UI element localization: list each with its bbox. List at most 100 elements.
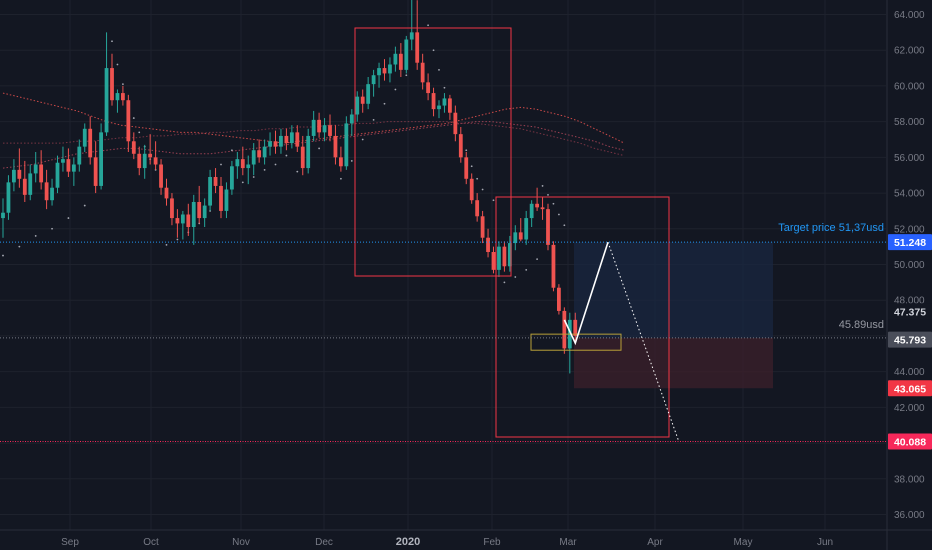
candle	[535, 187, 539, 211]
candle	[480, 210, 485, 244]
candle	[257, 139, 262, 163]
candle	[219, 177, 223, 219]
candle-body	[39, 164, 44, 183]
candle	[426, 73, 430, 101]
candle-body	[546, 209, 550, 245]
candle	[33, 152, 38, 183]
candle	[28, 164, 33, 201]
time-tick-label: Jun	[817, 537, 833, 548]
psar-dot	[263, 168, 266, 171]
psar-dot	[558, 213, 560, 216]
target-price-annotation[interactable]: Target price 51,37usd	[778, 222, 884, 234]
psar-dot	[552, 202, 555, 205]
candle	[279, 128, 283, 154]
projection-path	[563, 241, 680, 442]
candle-body	[437, 105, 441, 110]
candle	[1, 198, 5, 238]
candle-body	[458, 134, 463, 158]
candles	[1, 0, 578, 374]
candle-body	[82, 128, 87, 147]
psar-dot	[165, 243, 168, 246]
candle-body	[213, 177, 218, 186]
candle	[518, 218, 523, 242]
candle-body	[306, 135, 311, 169]
time-axis[interactable]: Sep Oct Nov Dec 2020 Feb Mar Apr May Jun	[0, 529, 932, 548]
candle-body	[22, 178, 27, 195]
candle	[420, 53, 425, 90]
psar-dot	[547, 193, 549, 196]
candle	[246, 155, 251, 185]
candle-body	[464, 157, 469, 179]
price-tick-label: 56.000	[894, 153, 925, 164]
candle-body	[540, 207, 545, 210]
candle-body	[121, 93, 125, 101]
price-tick-label: 54.000	[894, 189, 925, 200]
candle-body	[442, 98, 447, 106]
candle-body	[420, 62, 425, 83]
price-tag-label: 40.088	[894, 436, 926, 448]
candle	[562, 307, 567, 354]
analysis-box-top	[354, 27, 512, 277]
candle	[415, 0, 420, 70]
candle-body	[339, 157, 343, 167]
candle	[306, 128, 311, 174]
candle-body	[382, 68, 387, 74]
candle-body	[279, 135, 283, 147]
candle	[448, 94, 452, 120]
candle	[464, 152, 469, 185]
candle	[524, 210, 529, 245]
candle-body	[398, 53, 403, 70]
candle	[431, 87, 436, 117]
candle	[284, 128, 289, 151]
candle	[22, 160, 27, 202]
candle-body	[573, 319, 578, 336]
candle-body	[377, 68, 381, 76]
psar-dot	[405, 74, 408, 77]
candle	[442, 93, 447, 113]
candle-body	[219, 185, 223, 211]
candle-body	[431, 93, 436, 110]
candle-body	[202, 205, 207, 219]
psar-dot	[514, 276, 517, 278]
price-tag: 47.375	[888, 303, 932, 320]
psar-dot	[116, 63, 119, 66]
candle	[529, 200, 534, 227]
candle-body	[88, 128, 93, 158]
candle-body	[426, 82, 430, 94]
price-tag: 40.088	[888, 433, 932, 450]
entry-price-annotation[interactable]: 45.89usd	[839, 319, 884, 331]
price-tick-label: 36.000	[894, 510, 925, 521]
candle	[339, 146, 343, 172]
time-tick-label: Nov	[232, 537, 250, 548]
candle	[300, 135, 305, 176]
candle-body	[415, 32, 420, 63]
candle-body	[55, 162, 60, 188]
candle-body	[562, 310, 567, 349]
candle-body	[273, 141, 278, 147]
psar-dot	[18, 245, 21, 248]
price-tag-label: 43.065	[894, 383, 926, 395]
psar-dot	[536, 258, 538, 261]
price-tag-label: 51.248	[894, 237, 926, 249]
candle	[6, 175, 11, 220]
candle-body	[355, 96, 360, 115]
candle	[148, 134, 153, 165]
psar-dot	[481, 188, 484, 191]
psar-dot	[231, 149, 233, 152]
candle-body	[448, 98, 452, 113]
candle	[126, 94, 131, 152]
price-tick-label: 48.000	[894, 296, 925, 307]
candle	[344, 116, 349, 170]
candle	[164, 178, 169, 206]
psar-dot	[383, 102, 386, 105]
psar-dot	[51, 227, 53, 230]
psar-dot	[432, 49, 435, 52]
candle-body	[393, 53, 398, 65]
candle-body	[115, 93, 120, 101]
candle	[328, 114, 332, 142]
candle-body	[371, 75, 376, 85]
candle-body	[235, 159, 240, 167]
psar-dot	[83, 204, 86, 207]
price-axis[interactable]: 64.000 62.000 60.000 58.000 56.000 54.000 52.0…	[886, 0, 925, 550]
candle	[17, 148, 22, 188]
